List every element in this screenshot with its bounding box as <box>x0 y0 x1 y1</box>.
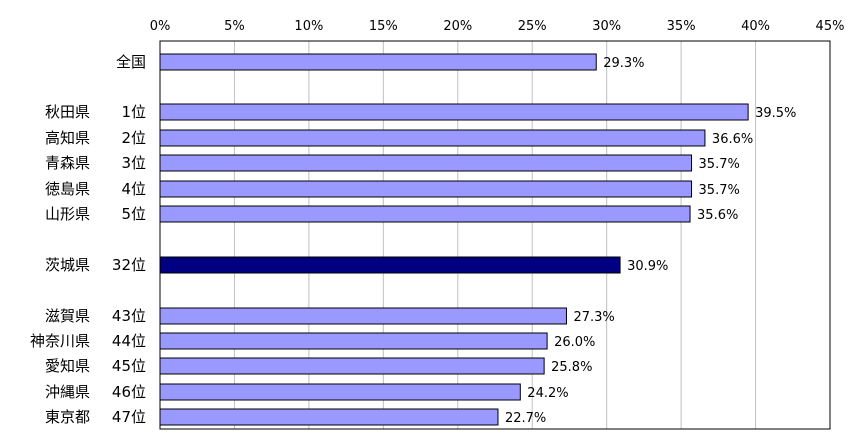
bar <box>159 129 706 147</box>
category-rank-label: 3位 <box>121 154 146 172</box>
category-name-label: 青森県 <box>45 154 90 172</box>
bars <box>159 53 749 426</box>
x-tick-label: 30% <box>592 19 621 34</box>
category-rank-label: 47位 <box>112 408 146 426</box>
data-label: 35.7% <box>699 183 740 198</box>
bar <box>159 205 691 223</box>
category-rank-label: 46位 <box>112 383 146 401</box>
data-label: 30.9% <box>627 259 668 274</box>
x-tick-label: 0% <box>150 19 171 34</box>
data-label: 35.7% <box>699 157 740 172</box>
data-label: 35.6% <box>697 208 738 223</box>
x-axis-ticks: 0% 5% 10% 15% 20% 25% 30% 35% 40% 45% <box>150 19 845 34</box>
data-label: 39.5% <box>755 106 796 121</box>
category-name-label: 山形県 <box>45 205 90 223</box>
category-rank-label: 4位 <box>121 180 146 198</box>
category-rank-label: 2位 <box>121 129 146 147</box>
bar <box>159 53 597 71</box>
data-label: 29.3% <box>603 56 644 71</box>
data-label: 24.2% <box>527 386 568 401</box>
data-labels: 29.3% 39.5%36.6% 35.7% 35.7% 35.6% 30.9% 27.3%… <box>505 56 796 426</box>
bar <box>159 357 545 375</box>
category-name-label: 高知県 <box>45 129 90 147</box>
bar <box>159 154 693 172</box>
category-rank-label: 32位 <box>112 256 146 274</box>
bar <box>159 332 548 350</box>
category-name-label: 秋田県 <box>45 103 90 121</box>
x-tick-label: 10% <box>294 19 323 34</box>
x-tick-label: 20% <box>443 19 472 34</box>
category-name-label: 全国 <box>116 53 146 71</box>
x-tick-label: 15% <box>369 19 398 34</box>
category-name-label: 神奈川県 <box>30 332 90 350</box>
bar <box>159 103 749 121</box>
plot-area-frame <box>159 40 831 430</box>
category-rank-label: 43位 <box>112 307 146 325</box>
category-rank-label: 5位 <box>121 205 146 223</box>
x-tick-label: 45% <box>816 19 845 34</box>
category-name-label: 滋賀県 <box>45 307 90 325</box>
category-name-label: 徳島県 <box>45 180 90 198</box>
data-label: 22.7% <box>505 411 546 426</box>
x-tick-label: 5% <box>224 19 245 34</box>
x-tick-label: 35% <box>667 19 696 34</box>
x-tick-label: 40% <box>741 19 770 34</box>
data-label: 27.3% <box>573 310 614 325</box>
data-label: 36.6% <box>712 132 753 147</box>
data-label: 26.0% <box>554 335 595 350</box>
bar <box>159 307 567 325</box>
category-name-label: 東京都 <box>45 408 90 426</box>
category-rank-label: 44位 <box>112 332 146 350</box>
category-rank-label: 1位 <box>121 103 146 121</box>
bar <box>159 383 521 401</box>
x-tick-label: 25% <box>518 19 547 34</box>
category-name-label: 愛知県 <box>45 357 90 375</box>
category-name-label: 沖縄県 <box>45 383 90 401</box>
data-label: 25.8% <box>551 360 592 375</box>
bar <box>159 256 621 274</box>
category-rank-label: 45位 <box>112 357 146 375</box>
category-name-label: 茨城県 <box>45 256 90 274</box>
bar <box>159 180 693 198</box>
bar <box>159 408 499 426</box>
